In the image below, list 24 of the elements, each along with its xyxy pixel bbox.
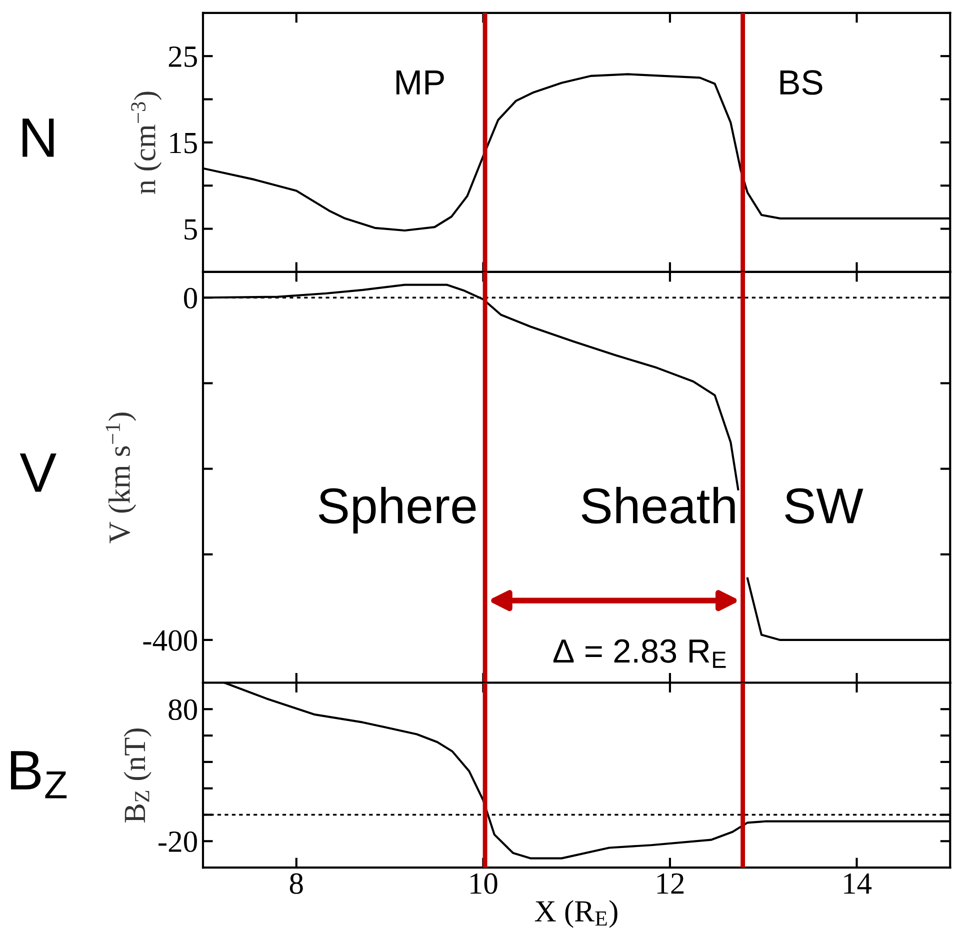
y-tick-label: 80	[168, 699, 197, 720]
y-tick-label: 25	[168, 46, 197, 67]
y-tick-label: -400	[143, 630, 197, 651]
y-tick-label: 15	[170, 132, 197, 154]
y-axis-title: n (cm$^{−3}$)	[131, 92, 162, 194]
y-tick-label: 0	[184, 288, 197, 309]
x-tick-label: 14	[844, 873, 872, 894]
annotation: BS	[780, 70, 822, 95]
annotation: MP	[396, 70, 444, 94]
annotation: Δ = 2.83 R$_{E}$	[553, 639, 726, 668]
x-tick-label: 10	[470, 873, 498, 894]
annotation: Sheath	[582, 486, 735, 524]
text: N	[22, 118, 54, 157]
y-axis-title: V (km s$^{−1}$)	[106, 412, 136, 544]
annotation: SW	[785, 488, 864, 524]
x-axis-title: X (R$_{E}$)	[534, 900, 618, 928]
y-tick-label: -20	[158, 831, 197, 852]
x-tick-label: 8	[290, 873, 303, 894]
y-tick-label: 5	[184, 219, 197, 240]
text: B$_{Z}$	[11, 751, 67, 798]
x-tick-label: 12	[657, 873, 684, 894]
text: V	[20, 453, 56, 492]
y-axis-title: B$_{Z}$ (nT)	[124, 728, 152, 823]
annotation: Sphere	[318, 486, 476, 534]
